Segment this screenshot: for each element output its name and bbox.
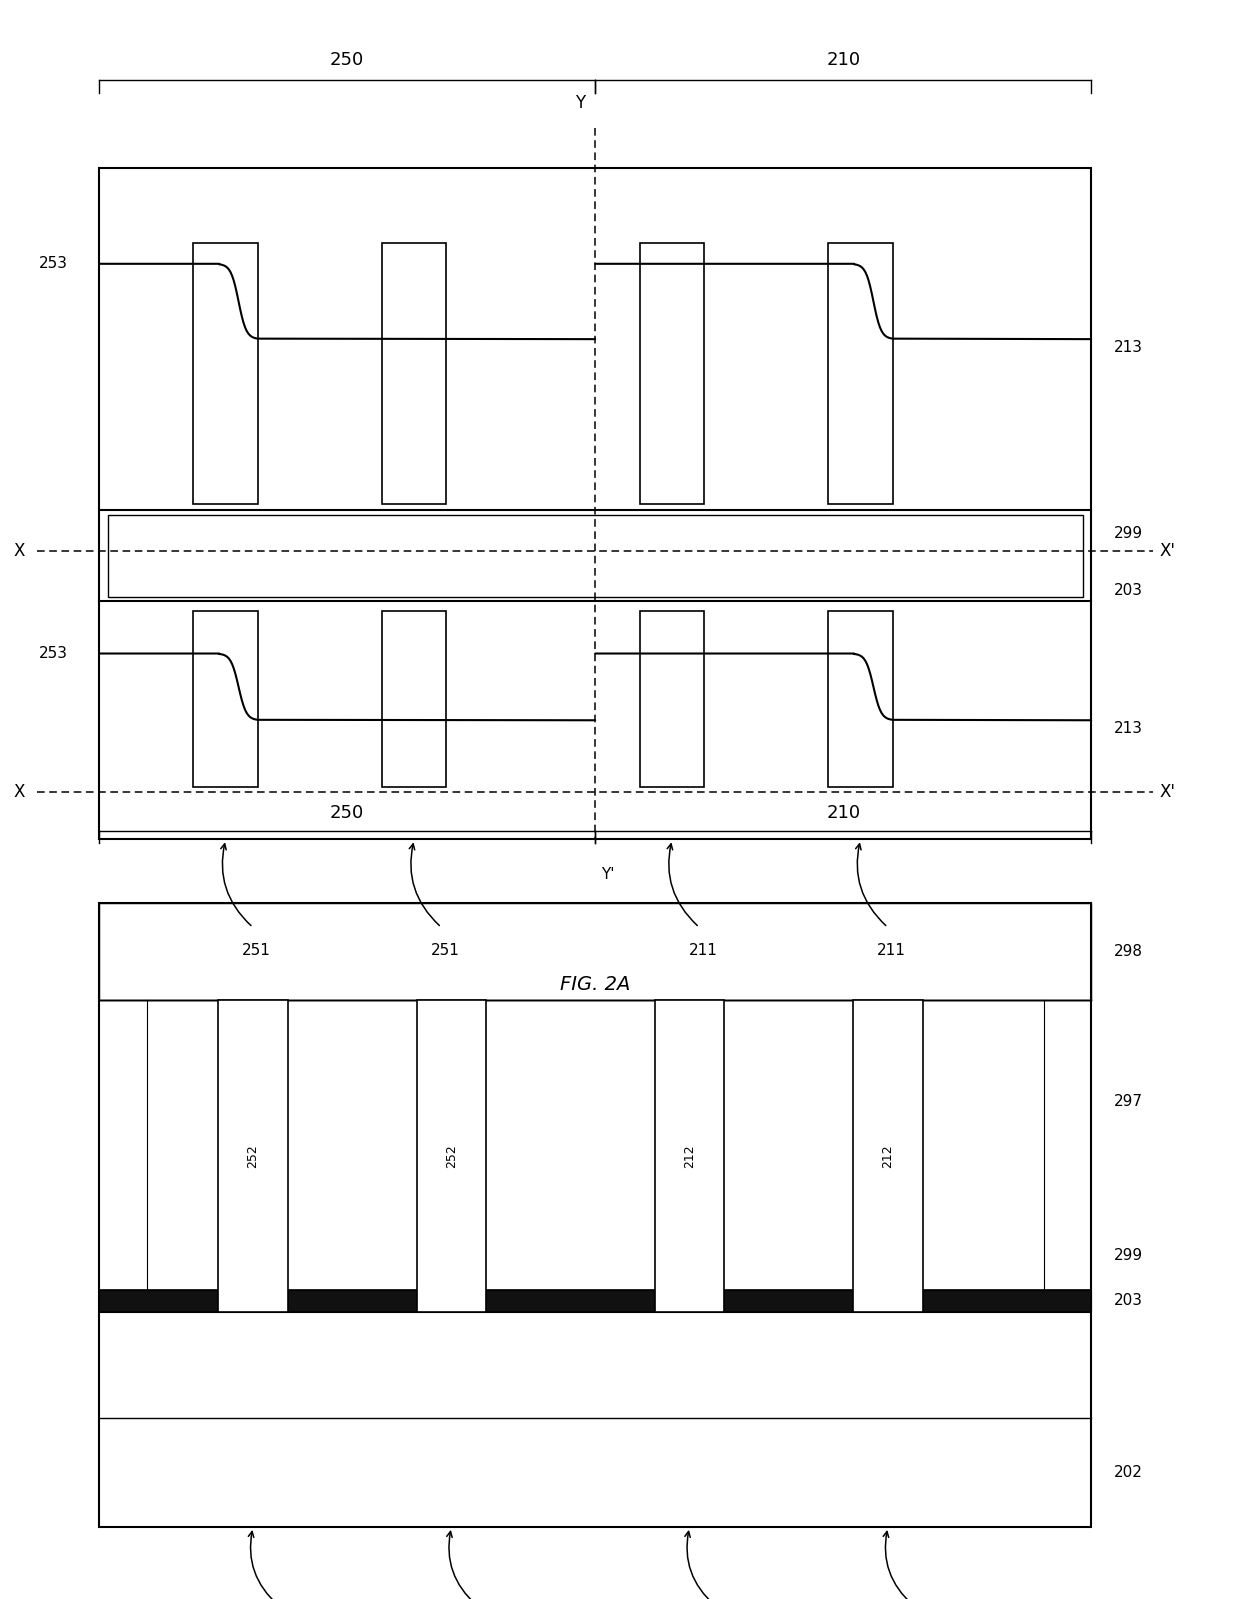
Text: 253: 253 bbox=[40, 646, 68, 660]
Text: Y': Y' bbox=[601, 867, 615, 881]
Bar bbox=[382, 611, 446, 787]
Bar bbox=[193, 243, 258, 504]
Text: Y: Y bbox=[575, 94, 585, 112]
Text: 253: 253 bbox=[40, 256, 68, 272]
Text: 250: 250 bbox=[330, 804, 365, 822]
Text: 203: 203 bbox=[1114, 1294, 1142, 1308]
Text: 210: 210 bbox=[826, 804, 861, 822]
Bar bbox=[193, 611, 258, 787]
Text: X': X' bbox=[1159, 542, 1176, 560]
Bar bbox=[146, 999, 1044, 1290]
Text: 251: 251 bbox=[430, 943, 460, 958]
Text: 202: 202 bbox=[1114, 1465, 1142, 1481]
Text: 252: 252 bbox=[247, 1145, 259, 1167]
Text: 250: 250 bbox=[330, 51, 365, 69]
Bar bbox=[99, 903, 1091, 999]
Bar bbox=[382, 243, 446, 504]
Text: 210: 210 bbox=[826, 51, 861, 69]
Bar bbox=[99, 1311, 1091, 1418]
Text: 299: 299 bbox=[1114, 1247, 1142, 1263]
Text: X: X bbox=[14, 542, 25, 560]
Bar bbox=[417, 999, 486, 1311]
Bar bbox=[108, 515, 1083, 596]
Text: 213: 213 bbox=[1114, 339, 1142, 355]
Bar bbox=[99, 168, 1091, 839]
Text: 211: 211 bbox=[877, 943, 906, 958]
Text: 212: 212 bbox=[683, 1145, 696, 1167]
Bar bbox=[655, 999, 724, 1311]
Bar bbox=[218, 999, 288, 1311]
Text: FIG. 2A: FIG. 2A bbox=[560, 975, 630, 995]
Bar bbox=[99, 1290, 1091, 1311]
Bar bbox=[828, 611, 893, 787]
Text: 298: 298 bbox=[1114, 945, 1142, 959]
Text: 299: 299 bbox=[1114, 526, 1142, 540]
Text: X': X' bbox=[1159, 782, 1176, 801]
Text: 211: 211 bbox=[688, 943, 718, 958]
Text: 297: 297 bbox=[1114, 1094, 1142, 1110]
Bar bbox=[640, 611, 704, 787]
Bar bbox=[99, 903, 1091, 1527]
Text: 203: 203 bbox=[1114, 584, 1142, 598]
Bar bbox=[853, 999, 923, 1311]
Bar bbox=[828, 243, 893, 504]
Text: 212: 212 bbox=[882, 1145, 894, 1167]
Bar bbox=[640, 243, 704, 504]
Text: 252: 252 bbox=[445, 1145, 458, 1167]
Text: 251: 251 bbox=[242, 943, 272, 958]
Text: 213: 213 bbox=[1114, 721, 1142, 736]
Bar bbox=[99, 1418, 1091, 1527]
Text: X: X bbox=[14, 782, 25, 801]
